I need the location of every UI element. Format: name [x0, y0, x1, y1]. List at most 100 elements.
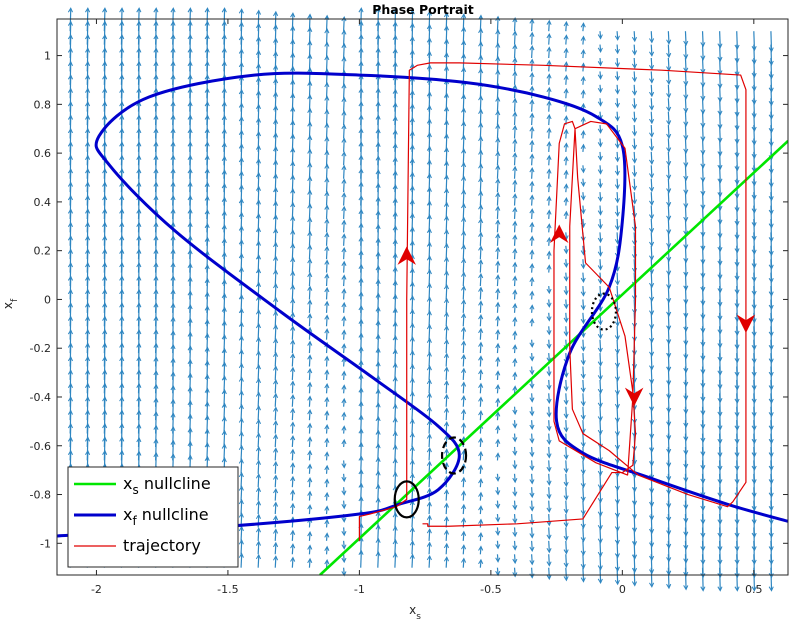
vector-arrow-head: [649, 269, 655, 275]
vector-arrow-head: [529, 479, 535, 485]
vector-arrow: [548, 21, 550, 32]
vector-arrow: [513, 567, 516, 576]
vector-arrow-head: [563, 413, 569, 419]
vector-arrow-head: [631, 567, 638, 574]
vector-arrow-head: [734, 220, 740, 227]
vector-arrow-head: [495, 476, 501, 482]
vector-arrow: [531, 420, 533, 429]
vector-arrow-head: [700, 396, 706, 402]
vector-arrow-head: [529, 452, 535, 458]
vector-arrow-head: [290, 12, 296, 18]
vector-arrow: [531, 265, 533, 273]
vector-arrow: [616, 272, 619, 284]
vector-arrow-head: [495, 424, 501, 431]
vector-arrow: [565, 379, 568, 390]
vector-arrow: [325, 138, 328, 152]
vector-arrow-head: [717, 438, 723, 445]
vector-arrow: [701, 44, 704, 59]
vector-arrow: [240, 10, 243, 32]
vector-arrow-head: [597, 278, 603, 285]
vector-arrow: [308, 96, 311, 112]
vector-arrow: [496, 193, 499, 206]
vector-arrow: [479, 520, 482, 528]
vector-arrow: [240, 364, 243, 380]
vector-arrow-head: [614, 116, 620, 122]
vector-arrow: [633, 285, 636, 299]
vector-arrow: [462, 136, 465, 152]
vector-arrow: [531, 353, 533, 360]
vector-arrow-head: [426, 528, 432, 534]
vector-arrow: [582, 514, 585, 527]
vector-arrow-head: [734, 303, 740, 309]
vector-arrow-head: [529, 533, 535, 539]
vector-arrow: [599, 138, 602, 146]
vector-arrow-head: [734, 412, 740, 418]
vector-arrow: [548, 88, 550, 99]
vector-arrow: [343, 567, 345, 575]
vector-arrow: [496, 473, 499, 480]
vector-arrow-head: [461, 503, 467, 510]
vector-arrow-head: [307, 463, 313, 469]
vector-arrow: [291, 531, 294, 541]
vector-arrow-head: [290, 543, 296, 549]
vector-arrow: [411, 528, 414, 541]
vector-arrow: [599, 232, 602, 242]
vector-arrow: [548, 406, 550, 416]
vector-arrow-head: [683, 544, 689, 551]
vector-arrow: [496, 358, 499, 367]
vector-arrow: [479, 412, 482, 421]
vector-arrow: [377, 417, 379, 434]
vector-arrow-head: [495, 411, 501, 417]
vector-arrow-head: [768, 331, 774, 337]
vector-arrow: [240, 323, 243, 340]
vector-arrow-head: [614, 499, 620, 505]
vector-arrow-head: [290, 325, 296, 331]
vector-arrow-head: [512, 464, 518, 470]
vector-arrow-head: [683, 422, 689, 429]
vector-arrow: [513, 59, 516, 72]
vector-arrow-head: [597, 578, 603, 584]
vector-arrow: [616, 420, 619, 435]
vector-arrow: [548, 48, 550, 59]
vector-arrow: [172, 9, 174, 32]
vector-arrow-head: [631, 185, 638, 191]
vector-arrow-head: [290, 339, 296, 345]
vector-arrow: [513, 460, 516, 468]
vector-arrow-head: [597, 87, 603, 94]
vector-arrow: [343, 460, 345, 467]
vector-arrow: [496, 540, 499, 548]
vector-arrow: [308, 287, 311, 300]
vector-arrow-head: [529, 369, 535, 376]
vector-arrow-head: [580, 102, 586, 109]
vector-arrow: [479, 370, 482, 380]
vector-arrow: [291, 272, 294, 287]
vector-arrow: [308, 559, 311, 568]
vector-arrow: [616, 98, 619, 107]
vector-arrow: [343, 399, 345, 407]
vector-arrow: [531, 237, 533, 246]
vector-arrow-head: [307, 408, 313, 415]
vector-arrow-head: [443, 515, 450, 522]
vector-arrow: [291, 162, 294, 179]
vector-arrow: [616, 57, 619, 66]
vector-arrow: [325, 507, 328, 515]
vector-arrow-head: [597, 416, 603, 422]
x-tick-label: -1: [354, 583, 365, 596]
vector-arrow: [325, 275, 328, 287]
vector-arrow: [223, 9, 226, 32]
vector-arrow: [343, 262, 345, 273]
vector-arrow-head: [119, 7, 125, 13]
vector-arrow: [325, 520, 328, 528]
vector-arrow-head: [631, 554, 638, 560]
vector-arrow: [308, 232, 311, 246]
vector-arrow-head: [614, 48, 620, 55]
vector-arrow-head: [563, 61, 569, 67]
vector-arrow-head: [324, 218, 330, 224]
vector-arrow-head: [512, 330, 518, 336]
vector-arrow-head: [768, 168, 774, 175]
vector-arrow: [599, 393, 602, 406]
vector-arrow: [496, 180, 499, 193]
vector-arrow: [513, 446, 516, 455]
vector-arrow: [274, 230, 277, 246]
vector-arrow: [308, 492, 311, 501]
